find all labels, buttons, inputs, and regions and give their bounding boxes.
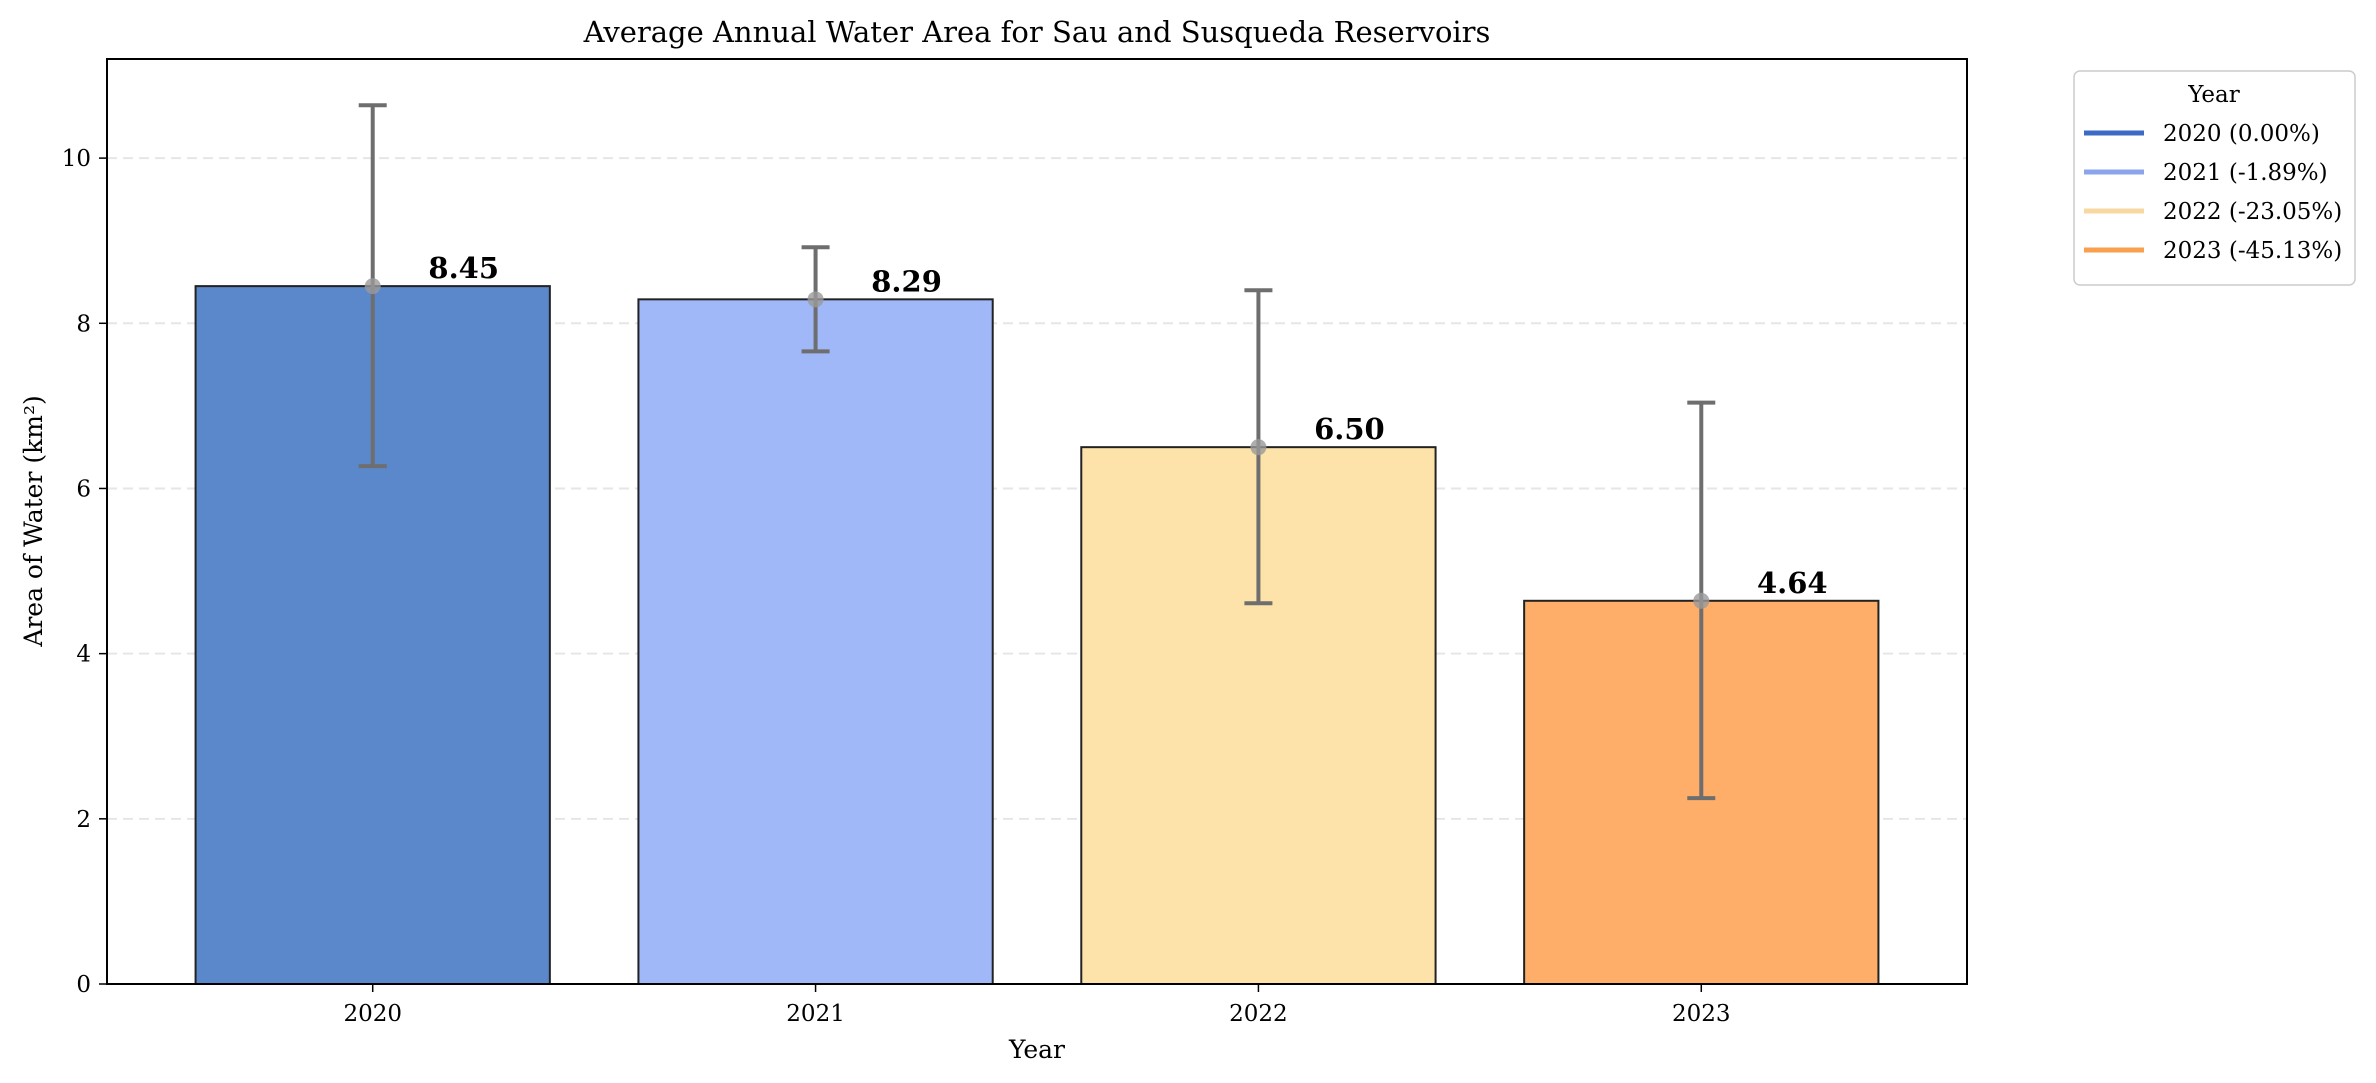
value-label: 8.29	[871, 264, 942, 298]
x-axis: 2020 2021 2022 2023	[343, 984, 1731, 1027]
y-tick-label: 4	[76, 642, 91, 668]
mean-marker	[364, 278, 381, 295]
mean-marker	[1693, 592, 1710, 609]
y-tick-label: 2	[76, 807, 91, 833]
y-axis: 0 2 4 6 8 10	[62, 146, 107, 998]
value-label: 8.45	[428, 251, 499, 285]
y-axis-label: Area of Water (km²)	[19, 395, 48, 647]
bar-2021	[637, 298, 994, 985]
legend-entry: 2020 (0.00%)	[2163, 121, 2320, 147]
legend-entry: 2023 (-45.13%)	[2163, 238, 2342, 264]
legend-entry: 2021 (-1.89%)	[2163, 160, 2328, 186]
x-tick-label: 2023	[1672, 1001, 1731, 1027]
x-tick-label: 2020	[343, 1001, 402, 1027]
legend-title: Year	[2187, 82, 2240, 108]
legend: Year 2020 (0.00%) 2021 (-1.89%) 2022 (-23.…	[2073, 70, 2356, 286]
x-axis-label: Year	[1008, 1035, 1065, 1064]
mean-marker	[1250, 439, 1267, 456]
y-tick-label: 10	[62, 146, 91, 172]
x-tick-label: 2021	[786, 1001, 845, 1027]
value-labels: 8.45 8.29 6.50 4.64	[428, 251, 1827, 600]
value-label: 4.64	[1757, 566, 1828, 600]
x-tick-label: 2022	[1229, 1001, 1288, 1027]
mean-marker	[807, 291, 824, 308]
legend-box	[2073, 70, 2356, 286]
legend-entry: 2022 (-23.05%)	[2163, 199, 2342, 225]
y-tick-label: 8	[76, 311, 91, 337]
value-label: 6.50	[1314, 412, 1385, 446]
y-tick-label: 6	[76, 476, 91, 502]
chart-title: Average Annual Water Area for Sau and Su…	[583, 15, 1491, 49]
error-bars	[358, 103, 1716, 801]
y-tick-label: 0	[76, 972, 91, 998]
plot-frame	[106, 58, 1968, 985]
